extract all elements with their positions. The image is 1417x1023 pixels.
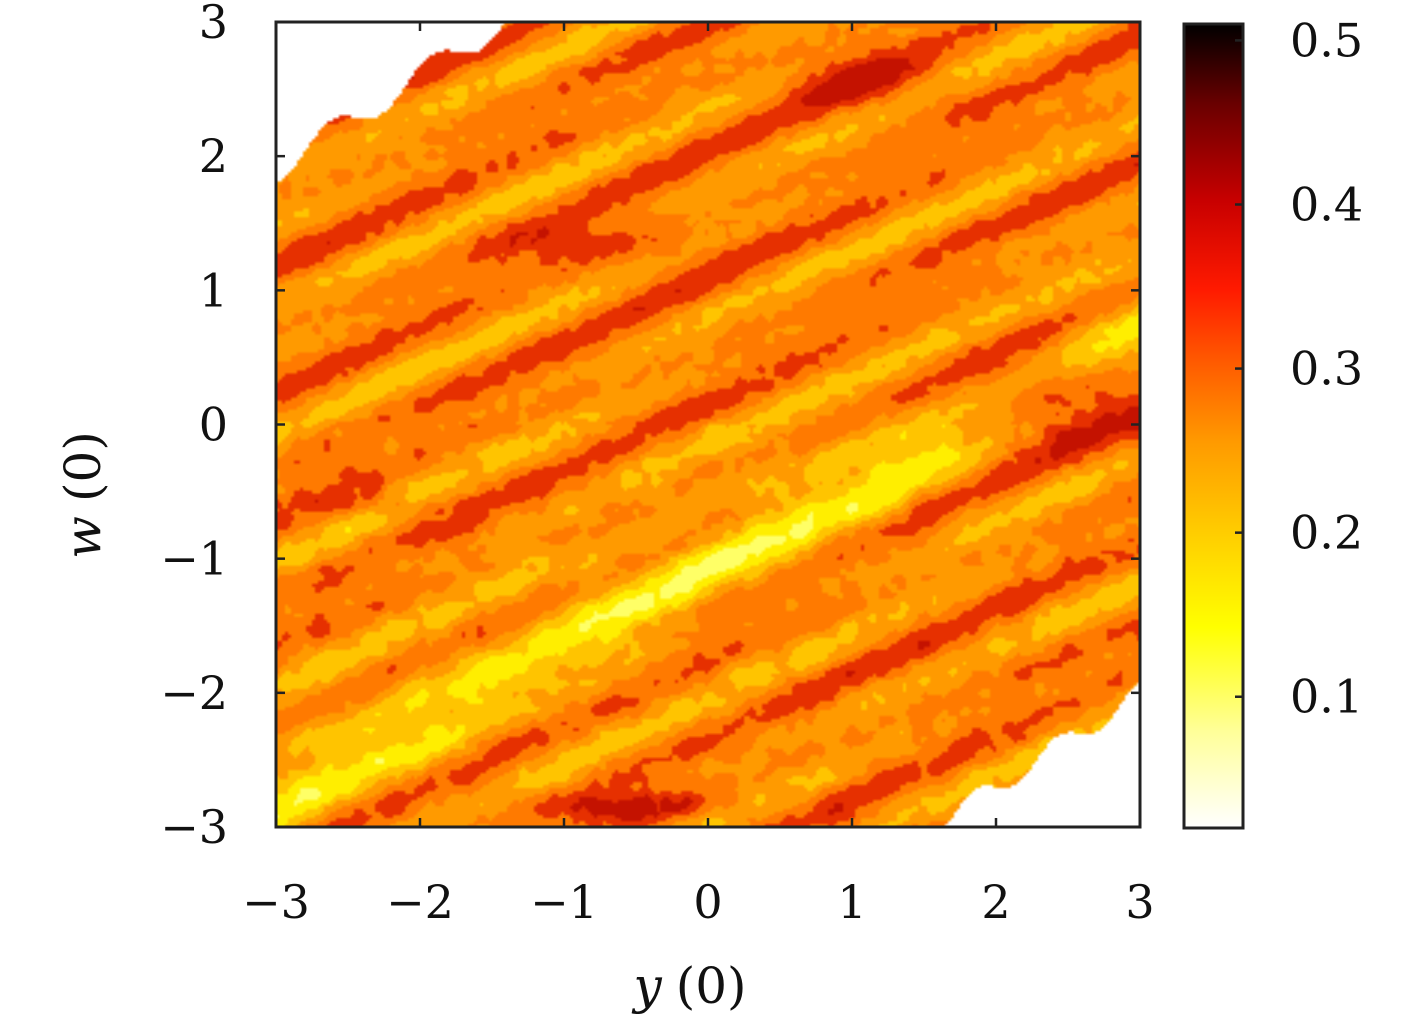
x-tick-label: 3 bbox=[1125, 875, 1154, 929]
colorbar-gradient bbox=[1182, 22, 1245, 830]
y-axis-label: w(0) bbox=[54, 431, 112, 559]
y-tick-label: 2 bbox=[199, 129, 228, 183]
x-axis: −3 −2 −1 0 1 2 3 bbox=[242, 22, 1155, 929]
x-tick-label: 1 bbox=[837, 875, 866, 929]
colorbar: 0.1 0.2 0.3 0.4 0.5 bbox=[1182, 13, 1363, 830]
y-tick-label: −1 bbox=[160, 532, 228, 586]
plot-area bbox=[274, 20, 1142, 829]
heatmap-field bbox=[276, 22, 1140, 827]
colorbar-tick-label: 0.4 bbox=[1290, 177, 1363, 231]
x-axis-label: y (0) bbox=[631, 957, 746, 1015]
x-tick-label: 0 bbox=[693, 875, 722, 929]
y-axis: −3 −2 −1 0 1 2 3 bbox=[160, 0, 1140, 854]
y-tick-label: 0 bbox=[199, 398, 228, 452]
colorbar-tick-label: 0.2 bbox=[1290, 506, 1363, 560]
colorbar-tick-label: 0.5 bbox=[1290, 13, 1363, 67]
colorbar-ticks: 0.1 0.2 0.3 0.4 0.5 bbox=[1235, 13, 1363, 724]
x-tick-label: 2 bbox=[981, 875, 1010, 929]
colorbar-tick-label: 0.1 bbox=[1290, 670, 1363, 724]
y-tick-label: −2 bbox=[160, 666, 228, 720]
y-tick-label: −3 bbox=[160, 800, 228, 854]
y-tick-label: 3 bbox=[199, 0, 228, 49]
colorbar-tick-label: 0.3 bbox=[1290, 342, 1363, 396]
x-tick-label: −1 bbox=[530, 875, 598, 929]
x-tick-label: −3 bbox=[242, 875, 310, 929]
x-tick-label: −2 bbox=[386, 875, 454, 929]
y-tick-label: 1 bbox=[199, 263, 228, 317]
